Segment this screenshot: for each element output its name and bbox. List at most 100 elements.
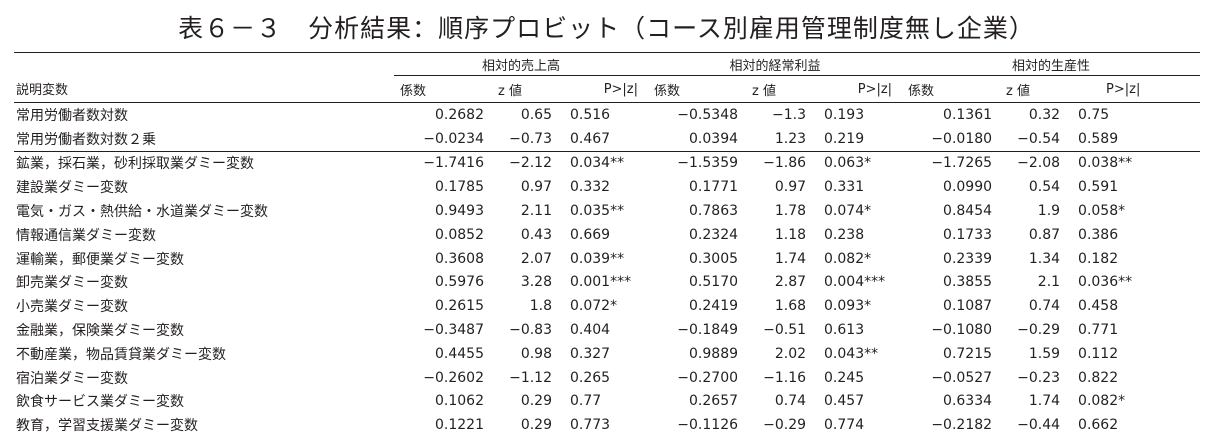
z-value-cell: 0.74 — [1028, 298, 1061, 315]
z-value-cell: −0.23 — [1017, 369, 1061, 386]
coef-cell: 0.7863 — [689, 203, 739, 220]
z-value-cell: 0.97 — [774, 179, 807, 196]
variable-name: 建設業ダミー変数 — [16, 180, 128, 197]
coef-cell: 0.2682 — [435, 106, 484, 123]
p-value-cell: 0.034** — [570, 155, 625, 172]
p-value-cell: 0.591 — [1078, 179, 1119, 196]
variable-name: 常用労働者数対数 — [16, 107, 128, 124]
table-row: 鉱業，採石業，砂利採取業ダミー変数 −1.7416 −2.12 0.034** −1.5… — [14, 151, 1200, 175]
header-p: P>|z| — [1068, 75, 1201, 103]
p-value-cell: 0.082* — [1078, 393, 1126, 410]
z-value-cell: −2.12 — [509, 155, 552, 172]
variable-name: 電気・ガス・熱供給・水道業ダミー変数 — [16, 204, 268, 221]
p-value-cell: 0.093* — [824, 298, 872, 315]
coef-cell: −0.0234 — [394, 126, 492, 152]
z-value-cell: 2.02 — [774, 345, 807, 362]
variable-name: 教育，学習支援業ダミー変数 — [16, 418, 198, 435]
z-value-cell: 1.8 — [529, 298, 552, 315]
table-row: 教育，学習支援業ダミー変数 0.1221 0.29 0.773 −0.1126 −0.29… — [14, 413, 1200, 437]
z-value-cell: 1.9 — [1037, 203, 1061, 220]
table-row: 運輸業，郵便業ダミー変数 0.3608 2.07 0.039** 0.3005 1.74 0… — [14, 247, 1200, 271]
z-value-cell: 1.68 — [774, 298, 807, 315]
z-value-cell: −0.54 — [1000, 126, 1069, 152]
p-value-cell: 0.245 — [824, 369, 865, 386]
z-value-cell: −0.73 — [492, 126, 560, 152]
table-row: 小売業ダミー変数 0.2615 1.8 0.072* 0.2419 1.68 0.093* 0… — [14, 294, 1200, 318]
p-value-cell: 0.457 — [824, 393, 865, 410]
p-value-cell: 0.458 — [1078, 298, 1119, 315]
z-value-cell: 0.29 — [520, 393, 552, 410]
p-value-cell: 0.822 — [1078, 369, 1119, 386]
variable-name: 飲食サービス業ダミー変数 — [16, 394, 184, 411]
table-row: 卸売業ダミー変数 0.5976 3.28 0.001*** 0.5170 2.87 0.00… — [14, 271, 1200, 295]
column-header-row: 説明変数 係数 z 値 P>|z| 係数 z 値 P>|z| 係数 z 値 P>… — [14, 75, 1201, 103]
group-header-row: 相対的売上高 相対的経常利益 相対的生産性 — [14, 52, 1201, 76]
p-value-cell: 0.77 — [570, 393, 602, 410]
coef-cell: 0.1221 — [435, 417, 484, 434]
coef-cell: 0.1785 — [435, 179, 484, 196]
p-value-cell: 0.669 — [570, 226, 611, 243]
coef-cell: 0.3608 — [435, 250, 484, 267]
p-value-cell: 0.774 — [824, 417, 865, 434]
p-value-cell: 0.063* — [824, 155, 872, 172]
p-value-cell: 0.039** — [570, 250, 625, 267]
table-title: 表６－３ 分析結果：順序プロビット（コース別雇用管理制度無し企業） — [178, 14, 1035, 43]
z-value-cell: 1.74 — [774, 250, 807, 267]
z-value-cell: −0.29 — [1017, 322, 1061, 339]
p-value-cell: 0.331 — [824, 179, 865, 196]
coef-cell: 0.2657 — [689, 393, 739, 410]
variable-name: 卸売業ダミー変数 — [16, 275, 128, 292]
p-value-cell: 0.467 — [560, 126, 649, 152]
coef-cell: 0.1062 — [435, 393, 484, 410]
coef-cell: −1.5359 — [677, 155, 739, 172]
p-value-cell: 0.193 — [824, 106, 865, 123]
z-value-cell: 3.28 — [520, 274, 552, 291]
p-value-cell: 0.219 — [814, 126, 903, 152]
variable-name: 金融業，保険業ダミー変数 — [16, 323, 184, 340]
p-value-cell: 0.043** — [824, 345, 879, 362]
coef-cell: 0.5170 — [689, 274, 739, 291]
z-value-cell: 0.29 — [520, 417, 552, 434]
z-value-cell: −0.83 — [509, 322, 552, 339]
variable-name: 鉱業，採石業，砂利採取業ダミー変数 — [16, 156, 254, 173]
z-value-cell: 1.23 — [746, 126, 815, 152]
p-value-cell: 0.058* — [1078, 203, 1126, 220]
variable-name: 常用労働者数対数２乗 — [14, 126, 394, 152]
p-value-cell: 0.613 — [824, 322, 865, 339]
coef-cell: −0.3487 — [423, 322, 484, 339]
coef-cell: −0.2700 — [677, 369, 739, 386]
header-coef: 係数 — [902, 75, 1001, 103]
coef-cell: 0.9889 — [689, 345, 739, 362]
p-value-cell: 0.036** — [1078, 274, 1133, 291]
p-value-cell: 0.662 — [1078, 417, 1119, 434]
variable-name: 情報通信業ダミー変数 — [16, 227, 156, 244]
z-value-cell: 0.98 — [520, 345, 552, 362]
p-value-cell: 0.238 — [824, 226, 865, 243]
p-value-cell: 0.404 — [570, 322, 611, 339]
coef-cell: −0.5348 — [677, 106, 739, 123]
coef-cell: 0.7215 — [943, 345, 993, 362]
table-row: 常用労働者数対数 0.2682 0.65 0.516 −0.5348 −1.3 0.193 0… — [14, 103, 1200, 127]
p-value-cell: 0.004*** — [824, 274, 886, 291]
coef-cell: 0.3005 — [689, 250, 739, 267]
coef-cell: −1.7265 — [931, 155, 993, 172]
p-value-cell: 0.112 — [1078, 345, 1119, 362]
coef-cell: −0.0527 — [931, 369, 993, 386]
z-value-cell: −2.08 — [1017, 155, 1061, 172]
coef-cell: 0.1771 — [689, 179, 739, 196]
z-value-cell: 0.74 — [774, 393, 807, 410]
z-value-cell: −0.51 — [763, 322, 807, 339]
header-p: P>|z| — [814, 75, 903, 103]
header-z: z 値 — [1000, 75, 1069, 103]
z-value-cell: −1.12 — [509, 369, 552, 386]
z-value-cell: 0.32 — [1028, 106, 1061, 123]
header-z: z 値 — [492, 75, 560, 103]
coef-cell: −0.2182 — [931, 417, 993, 434]
z-value-cell: −1.86 — [763, 155, 807, 172]
group-sales: 相対的売上高 — [394, 52, 649, 76]
z-value-cell: 2.87 — [774, 274, 807, 291]
z-value-cell: 1.18 — [774, 226, 807, 243]
table-row: 建設業ダミー変数 0.1785 0.97 0.332 0.1771 0.97 0.331 0.… — [14, 175, 1200, 199]
group-ordinary-profit: 相対的経常利益 — [648, 52, 903, 76]
